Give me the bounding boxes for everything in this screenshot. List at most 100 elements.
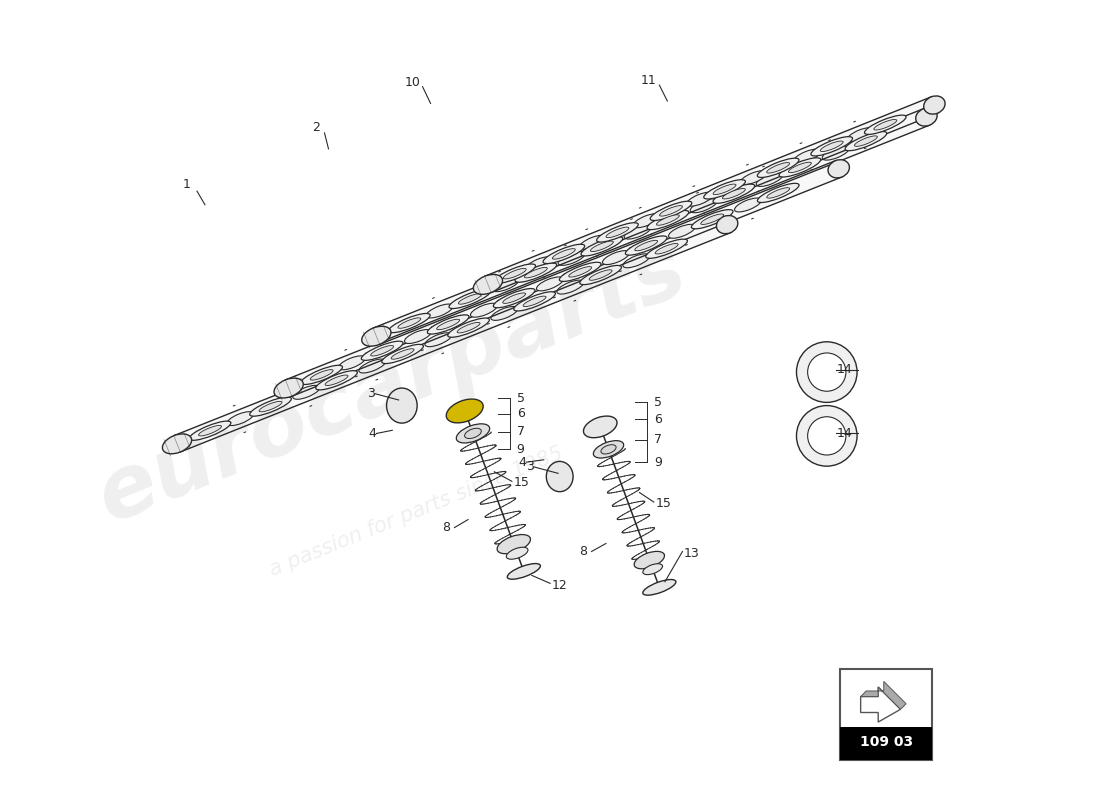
Ellipse shape <box>822 146 849 160</box>
Ellipse shape <box>757 158 799 178</box>
Text: 7: 7 <box>653 434 662 446</box>
Text: 2: 2 <box>312 121 320 134</box>
Ellipse shape <box>388 314 430 333</box>
Ellipse shape <box>492 278 519 292</box>
Ellipse shape <box>865 115 906 134</box>
Text: 6: 6 <box>517 407 525 420</box>
Ellipse shape <box>713 184 736 194</box>
Ellipse shape <box>596 222 638 242</box>
Ellipse shape <box>635 240 658 250</box>
Ellipse shape <box>845 131 887 150</box>
Text: 3: 3 <box>367 387 375 400</box>
Ellipse shape <box>626 236 667 255</box>
Text: 14: 14 <box>837 363 852 376</box>
Ellipse shape <box>855 136 878 146</box>
Ellipse shape <box>274 378 304 398</box>
Ellipse shape <box>524 296 546 306</box>
Ellipse shape <box>569 266 592 277</box>
Ellipse shape <box>359 359 386 373</box>
Ellipse shape <box>606 227 629 238</box>
Ellipse shape <box>491 306 518 320</box>
Ellipse shape <box>504 268 526 279</box>
Ellipse shape <box>873 119 896 130</box>
Ellipse shape <box>642 579 675 595</box>
Ellipse shape <box>713 184 755 203</box>
Ellipse shape <box>646 239 688 258</box>
Ellipse shape <box>447 399 483 423</box>
Ellipse shape <box>756 173 783 186</box>
Ellipse shape <box>427 315 469 334</box>
Polygon shape <box>174 217 730 452</box>
Text: 4: 4 <box>368 427 376 440</box>
Ellipse shape <box>807 417 846 455</box>
Ellipse shape <box>924 96 945 114</box>
Ellipse shape <box>642 564 662 574</box>
Ellipse shape <box>624 225 651 239</box>
Ellipse shape <box>580 235 606 250</box>
Ellipse shape <box>392 349 414 359</box>
Ellipse shape <box>758 183 799 202</box>
Ellipse shape <box>767 188 790 198</box>
Ellipse shape <box>735 198 761 212</box>
Ellipse shape <box>558 251 585 266</box>
FancyBboxPatch shape <box>840 669 932 760</box>
Ellipse shape <box>590 270 612 280</box>
Ellipse shape <box>459 294 482 304</box>
Ellipse shape <box>603 250 629 265</box>
Ellipse shape <box>811 137 852 156</box>
Polygon shape <box>373 109 930 344</box>
Ellipse shape <box>362 326 390 346</box>
Ellipse shape <box>647 210 689 230</box>
Ellipse shape <box>657 214 680 226</box>
Ellipse shape <box>686 192 714 206</box>
Text: 109 03: 109 03 <box>859 735 913 749</box>
Text: 14: 14 <box>837 427 852 440</box>
Ellipse shape <box>458 322 480 333</box>
Ellipse shape <box>779 158 821 177</box>
Ellipse shape <box>371 346 394 356</box>
Text: 15: 15 <box>656 497 671 510</box>
Ellipse shape <box>506 547 528 559</box>
Ellipse shape <box>591 241 614 251</box>
Ellipse shape <box>471 303 497 317</box>
Ellipse shape <box>473 274 503 294</box>
Ellipse shape <box>716 215 738 234</box>
Bar <box>840 727 932 760</box>
Ellipse shape <box>456 424 490 443</box>
Text: 5: 5 <box>653 396 662 409</box>
Ellipse shape <box>796 342 857 402</box>
Ellipse shape <box>497 534 530 554</box>
Ellipse shape <box>796 406 857 466</box>
Ellipse shape <box>660 206 682 216</box>
Ellipse shape <box>701 214 724 225</box>
Ellipse shape <box>386 388 417 423</box>
Ellipse shape <box>382 344 424 363</box>
Ellipse shape <box>507 563 540 579</box>
Text: eurocarparts: eurocarparts <box>86 228 698 540</box>
Text: 9: 9 <box>517 443 525 456</box>
Ellipse shape <box>503 293 526 303</box>
Ellipse shape <box>260 402 282 412</box>
Ellipse shape <box>326 375 348 386</box>
Text: 10: 10 <box>405 76 420 90</box>
Polygon shape <box>285 161 842 396</box>
Ellipse shape <box>515 263 557 282</box>
Text: 4: 4 <box>518 456 526 469</box>
Ellipse shape <box>494 289 535 308</box>
Ellipse shape <box>425 333 452 346</box>
Ellipse shape <box>398 318 421 328</box>
Text: 8: 8 <box>442 521 451 534</box>
Ellipse shape <box>723 189 746 199</box>
Ellipse shape <box>300 366 342 385</box>
Text: 11: 11 <box>641 74 657 87</box>
Ellipse shape <box>227 412 254 426</box>
Ellipse shape <box>543 244 585 263</box>
Ellipse shape <box>361 341 403 360</box>
Text: 7: 7 <box>517 426 525 438</box>
Ellipse shape <box>593 441 624 458</box>
Ellipse shape <box>581 237 623 256</box>
Ellipse shape <box>557 280 584 294</box>
Ellipse shape <box>821 141 844 151</box>
Ellipse shape <box>767 162 790 173</box>
Text: 15: 15 <box>514 477 529 490</box>
